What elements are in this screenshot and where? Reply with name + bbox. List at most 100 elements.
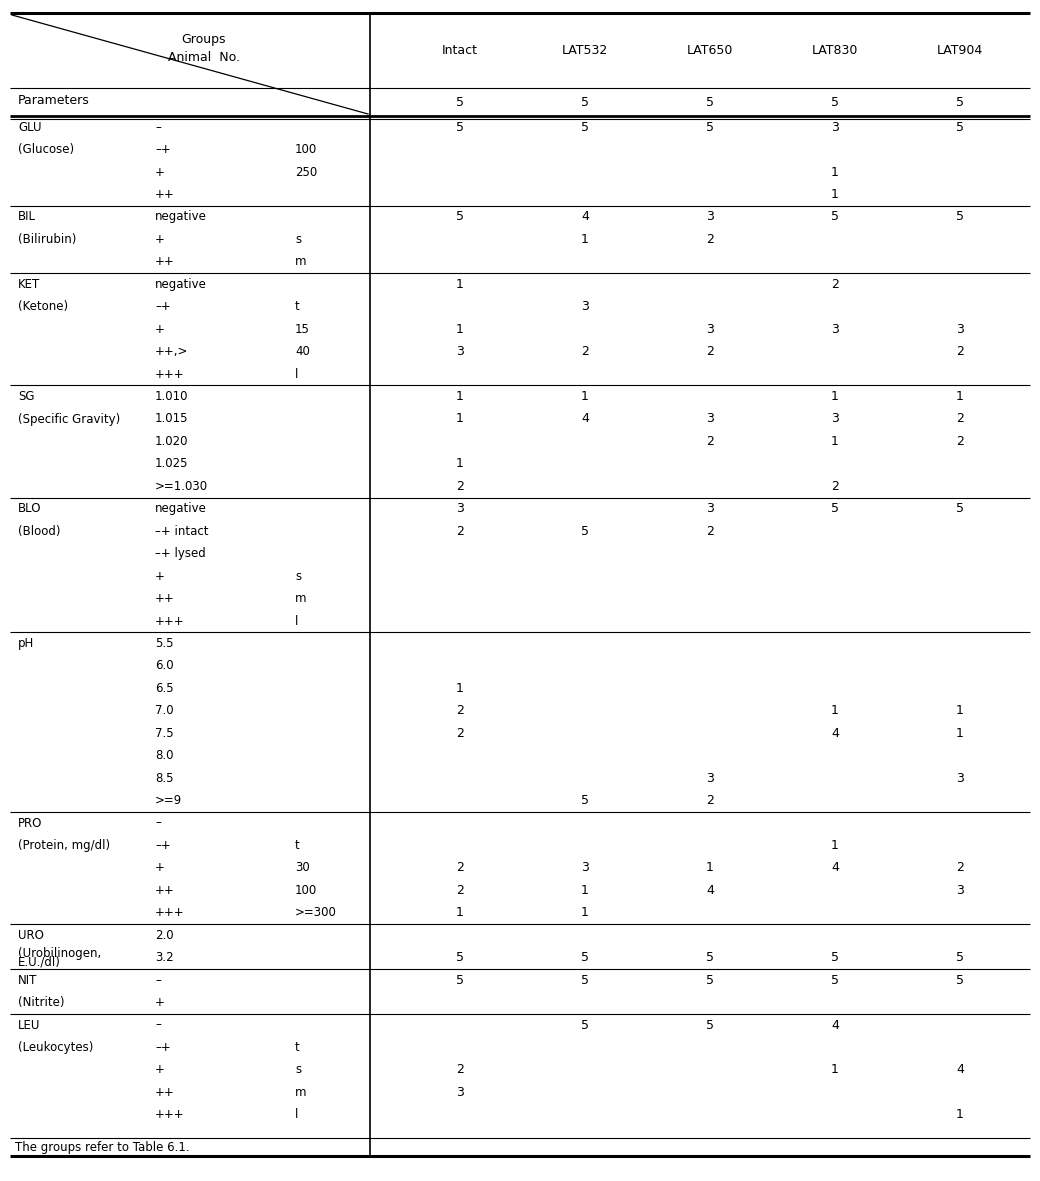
Text: l: l [295, 367, 298, 380]
Text: (Ketone): (Ketone) [18, 300, 69, 313]
Text: 2: 2 [706, 345, 713, 358]
Text: >=300: >=300 [295, 906, 337, 919]
Text: 5: 5 [581, 951, 589, 964]
Text: 2: 2 [956, 861, 964, 874]
Text: 5: 5 [831, 973, 839, 986]
Text: 3: 3 [831, 120, 839, 133]
Text: 2: 2 [831, 479, 839, 492]
Text: Intact: Intact [442, 44, 478, 57]
Text: –+ lysed: –+ lysed [155, 547, 206, 560]
Text: 2: 2 [457, 726, 464, 739]
Text: URO: URO [18, 928, 44, 941]
Text: 5: 5 [581, 1018, 589, 1031]
Text: 2: 2 [457, 704, 464, 717]
Text: 4: 4 [706, 883, 713, 896]
Text: 2: 2 [706, 435, 713, 448]
Text: 3: 3 [581, 300, 589, 313]
Text: 4: 4 [581, 412, 589, 425]
Text: >=1.030: >=1.030 [155, 479, 208, 492]
Text: 2.0: 2.0 [155, 928, 174, 941]
Text: 5: 5 [581, 524, 589, 537]
Text: 1: 1 [831, 704, 839, 717]
Text: 4: 4 [831, 1018, 839, 1031]
Text: 5: 5 [706, 96, 714, 109]
Text: negative: negative [155, 210, 207, 223]
Text: 6.5: 6.5 [155, 681, 174, 694]
Text: 1: 1 [831, 1063, 839, 1076]
Text: 1: 1 [581, 906, 589, 919]
Text: LAT904: LAT904 [937, 44, 983, 57]
Text: 1: 1 [956, 1108, 964, 1121]
Text: 2: 2 [457, 883, 464, 896]
Text: +: + [155, 233, 165, 246]
Text: 5: 5 [706, 973, 714, 986]
Text: The groups refer to Table 6.1.: The groups refer to Table 6.1. [15, 1141, 189, 1154]
Text: 4: 4 [831, 726, 839, 739]
Text: (Bilirubin): (Bilirubin) [18, 233, 76, 246]
Text: >=9: >=9 [155, 794, 182, 807]
Text: LAT650: LAT650 [686, 44, 733, 57]
Text: 2: 2 [457, 524, 464, 537]
Text: 5: 5 [456, 210, 464, 223]
Text: (Glucose): (Glucose) [18, 143, 74, 156]
Text: +: + [155, 1063, 165, 1076]
Text: –+: –+ [155, 839, 171, 852]
Text: ++,>: ++,> [155, 345, 188, 358]
Text: l: l [295, 614, 298, 627]
Text: 3: 3 [706, 771, 713, 784]
Text: 5: 5 [456, 973, 464, 986]
Text: 3: 3 [831, 322, 839, 335]
Text: 1: 1 [457, 390, 464, 403]
Text: 5: 5 [956, 973, 964, 986]
Text: 3: 3 [706, 412, 713, 425]
Text: 5: 5 [831, 210, 839, 223]
Text: 15: 15 [295, 322, 310, 335]
Text: l: l [295, 1108, 298, 1121]
Text: 5: 5 [956, 951, 964, 964]
Text: GLU: GLU [18, 120, 42, 133]
Text: 5: 5 [831, 951, 839, 964]
Text: 5: 5 [956, 96, 964, 109]
Text: –+: –+ [155, 143, 171, 156]
Text: ++: ++ [155, 1085, 175, 1098]
Text: +: + [155, 861, 165, 874]
Text: 2: 2 [706, 524, 713, 537]
Text: 1: 1 [831, 188, 839, 201]
Text: –+: –+ [155, 300, 171, 313]
Text: 1.025: 1.025 [155, 457, 188, 470]
Text: 3: 3 [706, 322, 713, 335]
Text: negative: negative [155, 278, 207, 291]
Text: 1: 1 [956, 704, 964, 717]
Text: –: – [155, 1018, 161, 1031]
Text: 3: 3 [457, 1085, 464, 1098]
Text: s: s [295, 1063, 302, 1076]
Text: 2: 2 [457, 479, 464, 492]
Text: 1: 1 [956, 390, 964, 403]
Text: 3: 3 [457, 345, 464, 358]
Text: (Specific Gravity): (Specific Gravity) [18, 412, 121, 425]
Text: +++: +++ [155, 1108, 185, 1121]
Text: 5: 5 [456, 96, 464, 109]
Text: 1: 1 [831, 165, 839, 178]
Text: 5.5: 5.5 [155, 637, 174, 650]
Text: (Urobilinogen,: (Urobilinogen, [18, 947, 101, 960]
Text: 3: 3 [831, 412, 839, 425]
Text: (Blood): (Blood) [18, 524, 60, 537]
Text: 1: 1 [457, 906, 464, 919]
Text: 30: 30 [295, 861, 310, 874]
Text: 100: 100 [295, 143, 317, 156]
Text: 5: 5 [581, 973, 589, 986]
Text: s: s [295, 233, 302, 246]
Text: 1.020: 1.020 [155, 435, 188, 448]
Text: +++: +++ [155, 367, 185, 380]
Text: 5: 5 [706, 1018, 714, 1031]
Text: +++: +++ [155, 906, 185, 919]
Text: 4: 4 [956, 1063, 964, 1076]
Text: 2: 2 [706, 794, 713, 807]
Text: +: + [155, 165, 165, 178]
Text: LAT532: LAT532 [562, 44, 608, 57]
Text: 2: 2 [457, 861, 464, 874]
Text: 3: 3 [956, 322, 964, 335]
Text: 3: 3 [706, 502, 713, 515]
Text: –: – [155, 973, 161, 986]
